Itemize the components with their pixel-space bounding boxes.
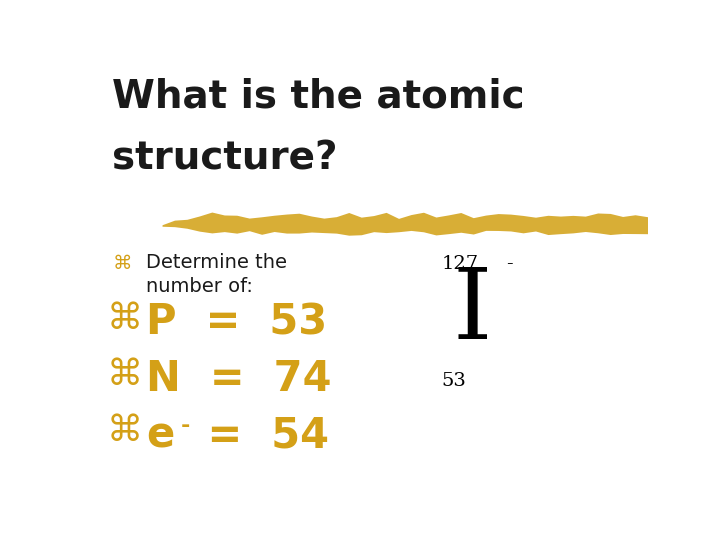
Text: 127: 127: [441, 255, 479, 273]
Text: I: I: [452, 265, 492, 360]
Text: P  =  53: P = 53: [145, 302, 327, 344]
Text: What is the atomic: What is the atomic: [112, 77, 525, 115]
Text: ⌘: ⌘: [112, 254, 132, 273]
Text: N  =  74: N = 74: [145, 358, 331, 400]
Text: -: -: [505, 255, 513, 273]
Text: -: -: [181, 416, 190, 436]
Text: Determine the: Determine the: [145, 253, 287, 272]
Text: number of:: number of:: [145, 277, 253, 296]
Text: e: e: [145, 414, 174, 456]
Text: ⌘: ⌘: [107, 302, 143, 336]
Text: =  54: = 54: [193, 414, 329, 456]
Text: ⌘: ⌘: [107, 414, 143, 448]
Text: ⌘: ⌘: [107, 358, 143, 392]
Polygon shape: [163, 213, 648, 235]
Text: structure?: structure?: [112, 140, 338, 178]
Text: 53: 53: [441, 373, 467, 390]
